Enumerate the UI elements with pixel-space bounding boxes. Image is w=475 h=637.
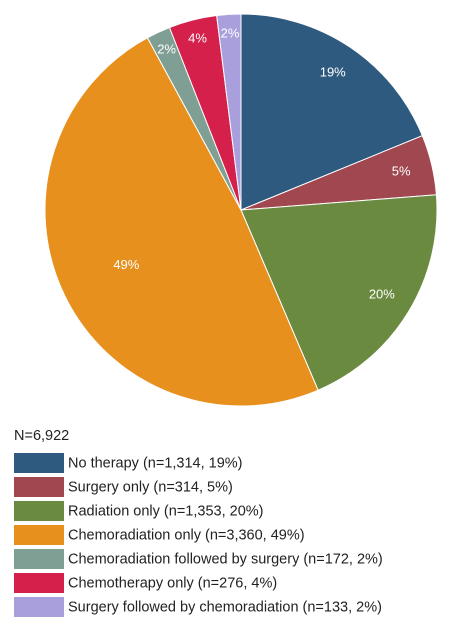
- legend-swatch: [14, 549, 64, 569]
- legend-swatch: [14, 501, 64, 521]
- pie-slice: [240, 13, 424, 211]
- legend-swatch: [14, 477, 64, 497]
- legend-label: Surgery followed by chemoradiation (n=13…: [68, 599, 382, 615]
- slice-label: 2%: [157, 42, 176, 57]
- legend-label: Surgery only (n=314, 5%): [68, 479, 233, 495]
- slice-label: 49%: [113, 257, 139, 272]
- legend-swatch: [14, 453, 64, 473]
- slice-label: 19%: [320, 65, 346, 80]
- slice-label: 20%: [369, 287, 395, 302]
- legend-label: Chemotherapy only (n=276, 4%): [68, 575, 277, 591]
- legend-label: Radiation only (n=1,353, 20%): [68, 503, 263, 519]
- pie-slice: [216, 13, 242, 211]
- legend-label: No therapy (n=1,314, 19%): [68, 455, 243, 471]
- slice-label: 5%: [392, 163, 411, 178]
- legend-swatch: [14, 573, 64, 593]
- legend-swatch: [14, 597, 64, 617]
- legend-label: Chemoradiation followed by surgery (n=17…: [68, 551, 383, 567]
- slice-label: 2%: [221, 25, 240, 40]
- slice-label: 4%: [188, 30, 207, 45]
- pie-slice: [44, 37, 319, 407]
- pie-slice: [240, 194, 438, 391]
- legend-swatch: [14, 525, 64, 545]
- legend-label: Chemoradiation only (n=3,360, 49%): [68, 527, 305, 543]
- annotation: N=6,922: [14, 428, 69, 444]
